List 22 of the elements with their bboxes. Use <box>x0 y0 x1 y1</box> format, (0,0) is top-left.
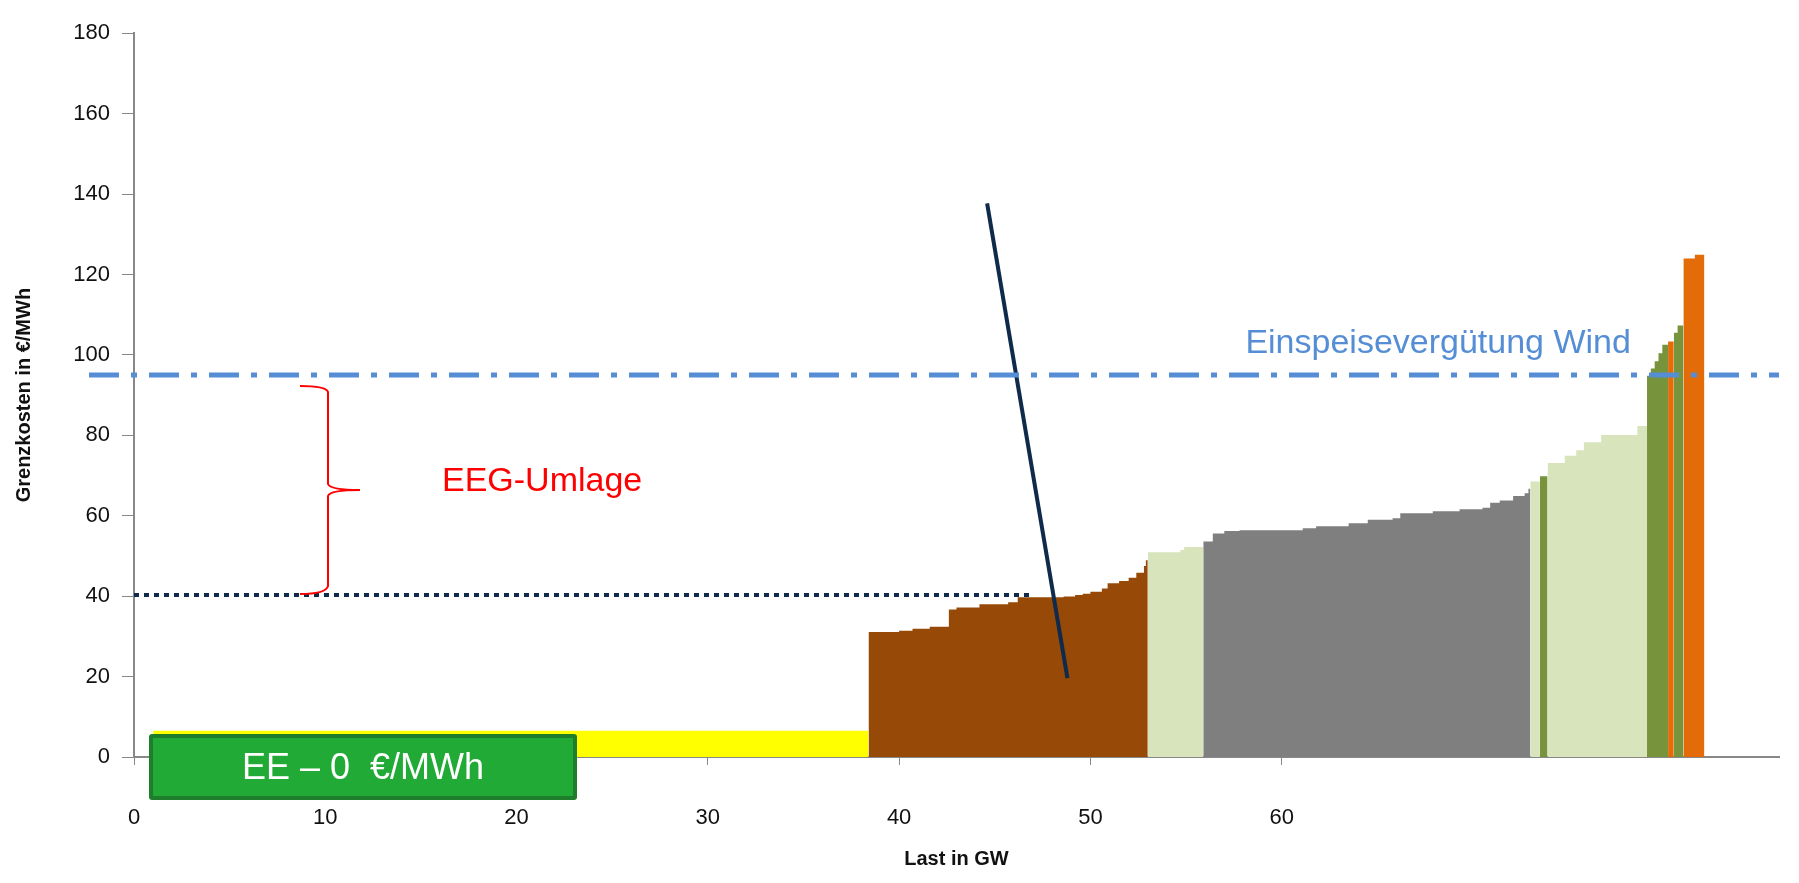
y-tick-label: 120 <box>73 260 110 286</box>
label-box: EE – 0 €/MWh <box>149 734 577 800</box>
y-tick-label: 60 <box>85 501 110 527</box>
y-tick-label: 20 <box>85 662 110 688</box>
y-tick-label: 160 <box>73 99 110 125</box>
y-tick-label: 140 <box>73 180 110 206</box>
x-tick-label: 60 <box>1269 804 1294 830</box>
x-tick-label: 0 <box>127 804 141 830</box>
x-tick-label: 10 <box>313 804 338 830</box>
x-tick-label: 50 <box>1078 804 1103 830</box>
x-tick-label: 20 <box>504 804 529 830</box>
y-tick-label: 80 <box>85 421 110 447</box>
x-tick-label: 30 <box>695 804 721 830</box>
y-tick-label: 180 <box>73 19 110 45</box>
x-axis-title: Last in GW <box>904 846 1009 869</box>
y-axis-title: Grenzkosten in €/MWh <box>11 287 34 503</box>
y-tick-label: 100 <box>73 340 110 366</box>
annotation: EEG-Umlage <box>442 460 643 499</box>
ref-line-label: Einspeisevergütung Wind <box>1245 322 1631 361</box>
x-tick-label: 40 <box>886 804 912 830</box>
y-tick-label: 40 <box>85 582 110 608</box>
y-tick-label: 0 <box>97 743 110 769</box>
